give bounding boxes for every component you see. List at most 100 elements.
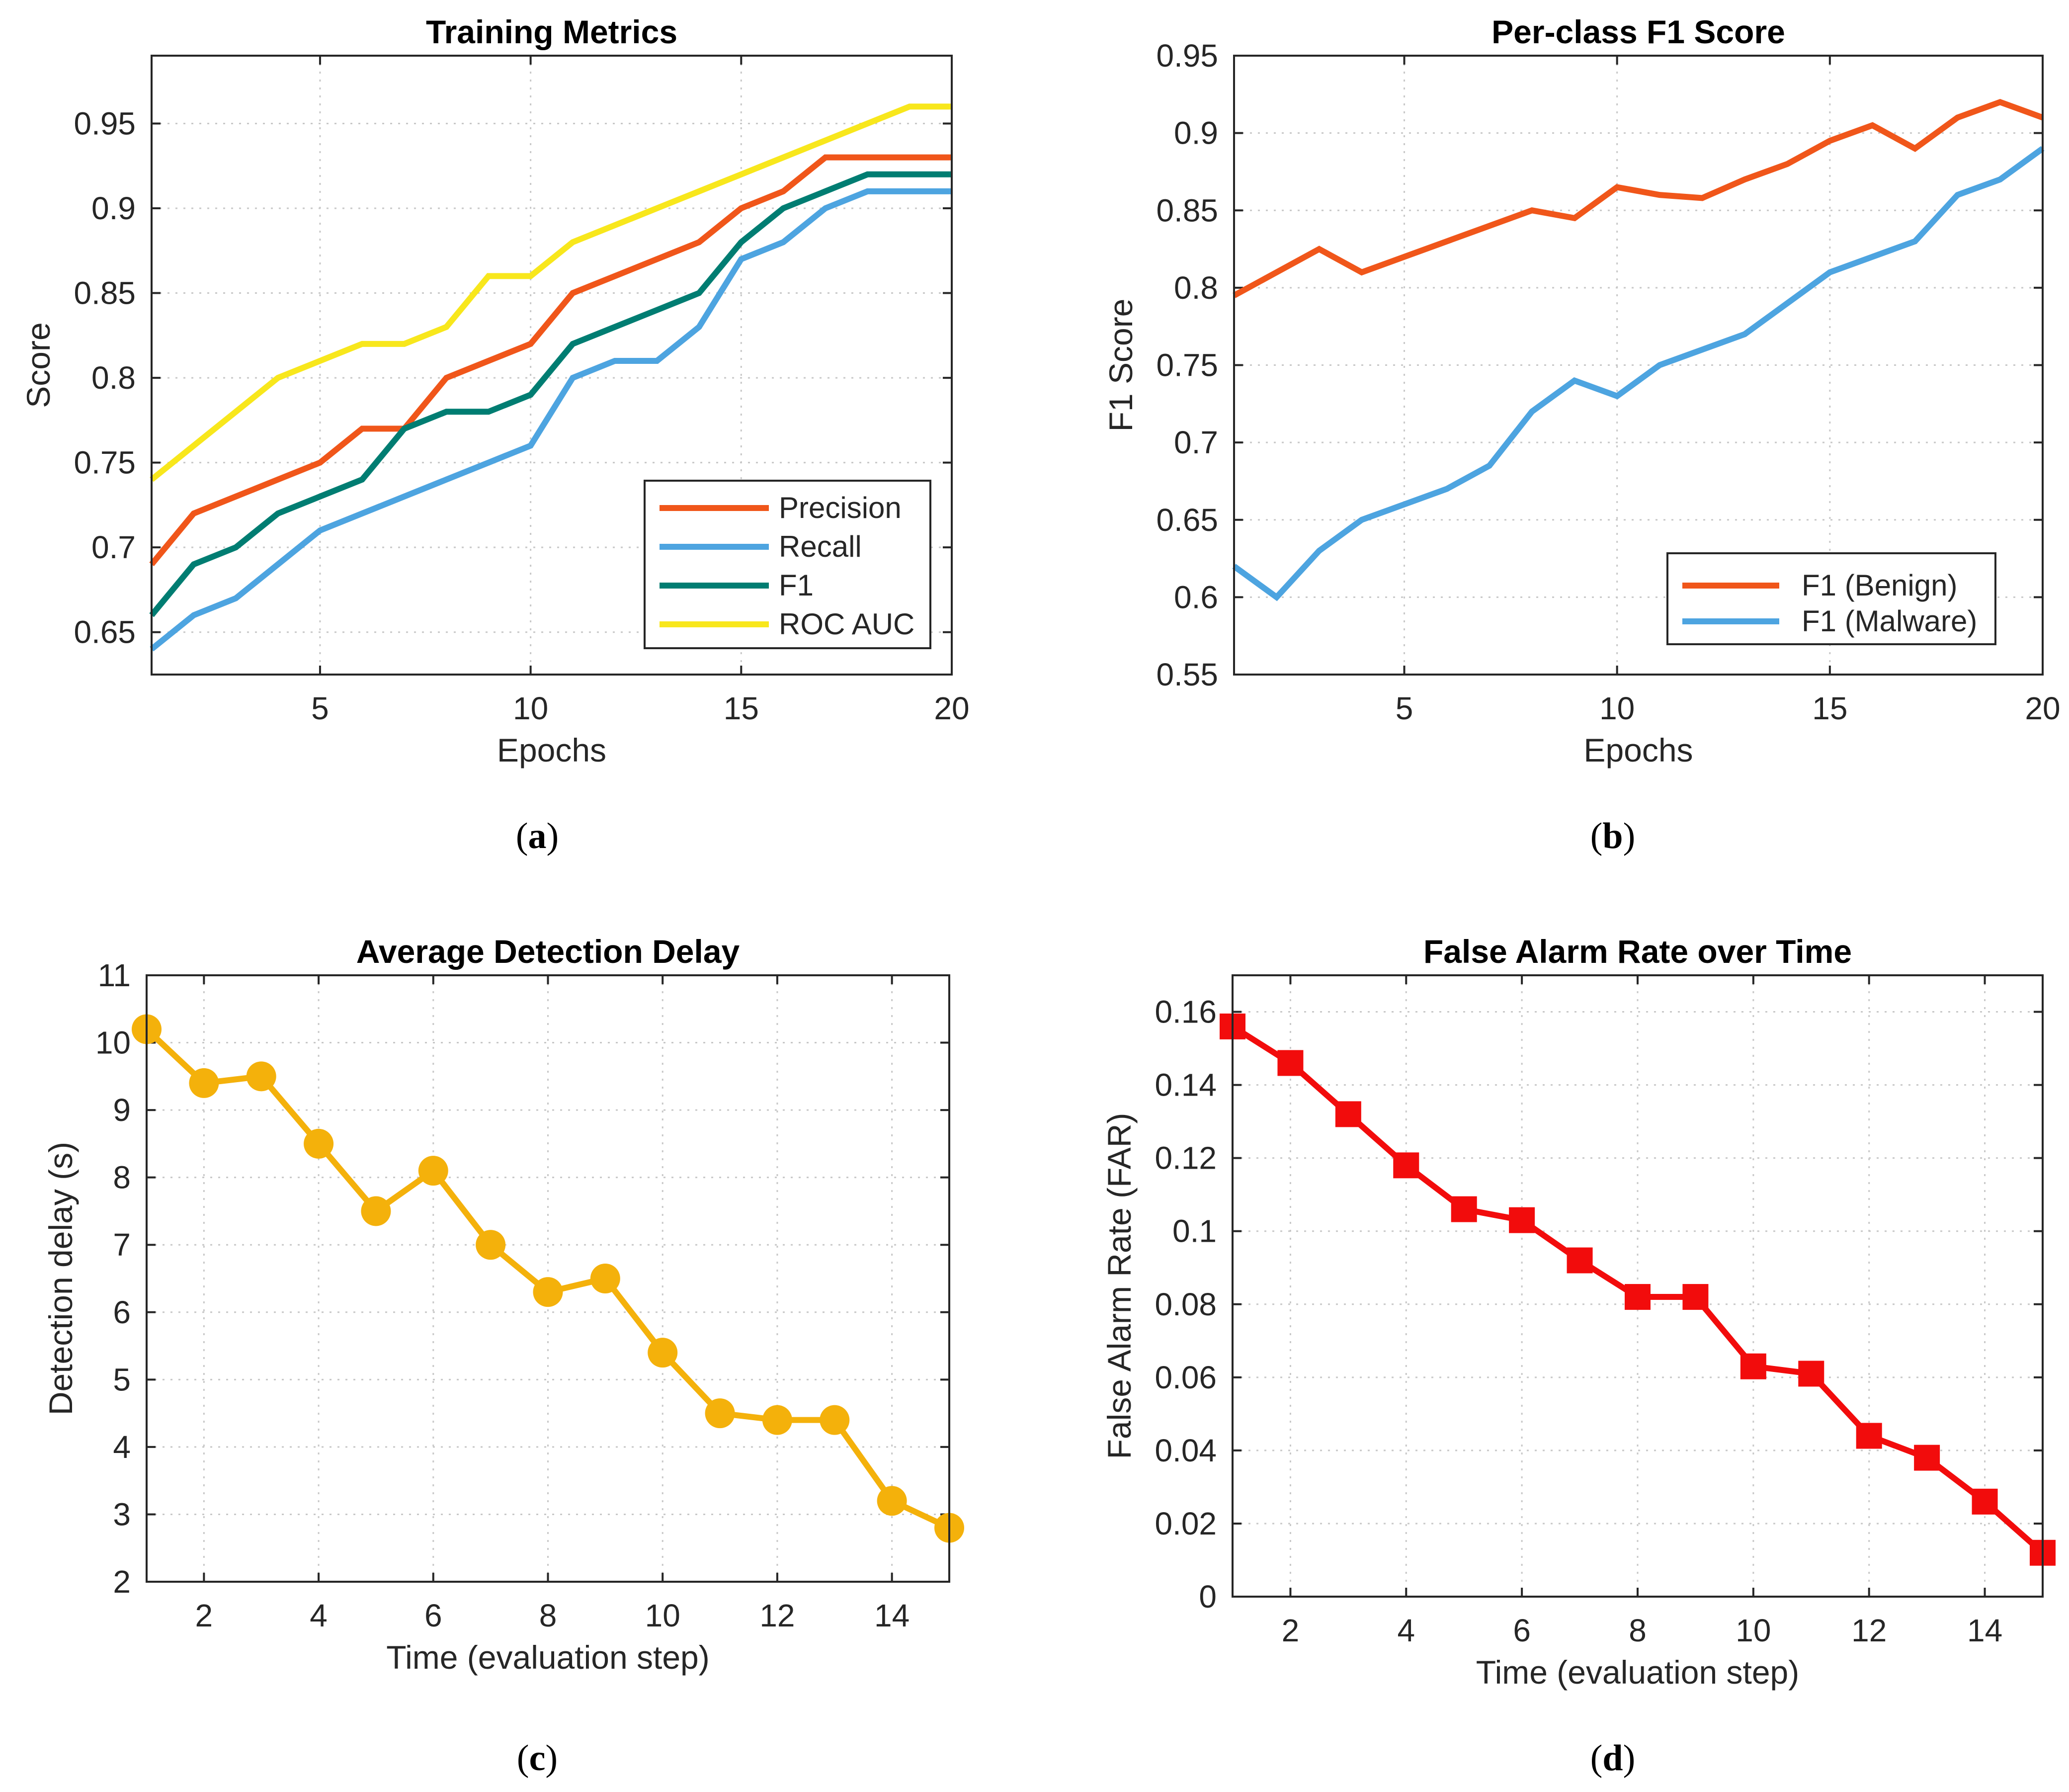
y-tick-label: 0.1 <box>1172 1213 1217 1249</box>
x-tick-label: 2 <box>1282 1613 1300 1648</box>
y-tick-label: 9 <box>113 1092 131 1128</box>
x-tick-label: 4 <box>1397 1613 1415 1648</box>
y-tick-label: 0.04 <box>1155 1433 1217 1468</box>
data-point <box>246 1061 276 1092</box>
y-tick-label: 0.16 <box>1155 994 1217 1030</box>
y-tick-label: 0.8 <box>91 360 136 396</box>
data-point <box>1335 1101 1361 1127</box>
data-point <box>1625 1284 1651 1310</box>
series-line-f1-benign- <box>1233 98 2044 298</box>
y-tick-label: 0.7 <box>91 529 136 565</box>
y-tick-label: 8 <box>113 1160 131 1195</box>
y-tick-label: 0.85 <box>74 275 136 311</box>
x-axis-label: Time (evaluation step) <box>1476 1654 1800 1691</box>
series-line-roc-auc <box>150 103 952 482</box>
series-line-precision <box>149 154 952 567</box>
x-tick-label: 2 <box>195 1598 213 1633</box>
y-tick-label: 0.06 <box>1155 1360 1217 1395</box>
x-tick-label: 5 <box>311 690 329 726</box>
axes-box <box>151 55 953 676</box>
data-point <box>820 1405 850 1435</box>
data-point <box>1914 1445 1940 1471</box>
legend: Precision Recall F1 ROC AUC <box>644 480 931 649</box>
y-tick-label: 0.9 <box>1174 115 1218 151</box>
legend-label: F1 (Malware) <box>1802 604 1977 638</box>
y-axis-label: F1 Score <box>1102 299 1139 432</box>
chart-title: Per-class F1 Score <box>1491 13 1785 50</box>
data-point <box>1393 1152 1419 1179</box>
data-point <box>1509 1207 1535 1233</box>
axes-box <box>1233 55 2044 676</box>
y-tick-label: 0.55 <box>1156 657 1218 692</box>
x-tick-label: 12 <box>759 1598 795 1633</box>
data-point <box>877 1486 907 1516</box>
y-tick-label: 2 <box>113 1564 131 1600</box>
caption-c: (c) <box>516 1738 558 1779</box>
legend-label: F1 <box>779 569 814 602</box>
axes-box <box>1232 974 2044 1598</box>
y-tick-label: 10 <box>95 1025 131 1061</box>
axes-box <box>146 974 950 1583</box>
y-tick-label: 0 <box>1199 1579 1217 1615</box>
chart-b: 5 10 15 20 0.55 0.6 0.65 0.7 0.75 0.8 0.85 0.9 0.95 P… <box>1102 13 2061 768</box>
x-tick-label: 10 <box>645 1598 680 1633</box>
x-tick-label: 14 <box>1967 1613 2002 1648</box>
y-axis-label: Score <box>20 322 57 408</box>
y-tick-label: 0.8 <box>1174 270 1218 306</box>
chart-a: 5 10 15 20 0.65 0.7 0.75 0.8 0.85 0.9 0.95 Training… <box>20 13 970 768</box>
x-axis-label: Epochs <box>497 732 606 768</box>
data-point <box>648 1338 678 1368</box>
x-tick-label: 5 <box>1396 690 1413 726</box>
x-tick-label: 10 <box>1599 690 1635 726</box>
data-point <box>304 1128 334 1159</box>
x-tick-label: 10 <box>1736 1613 1771 1648</box>
x-tick-label: 8 <box>1629 1613 1647 1648</box>
x-tick-label: 20 <box>934 690 969 726</box>
chart-d: 2 4 6 8 10 12 14 0 0.02 0.04 0.06 0.08 0.1 0.12 0.14 0.… <box>1101 933 2056 1691</box>
chart-title: Average Detection Delay <box>356 933 740 970</box>
legend-box <box>1666 552 1996 645</box>
y-tick-label: 0.75 <box>74 445 136 481</box>
data-point <box>533 1277 563 1307</box>
y-tick-label: 11 <box>98 957 131 993</box>
y-tick-label: 4 <box>113 1429 131 1465</box>
chart-title: False Alarm Rate over Time <box>1423 933 1852 970</box>
data-point <box>1972 1488 1998 1515</box>
data-point <box>476 1230 506 1260</box>
y-tick-label: 0.85 <box>1156 192 1218 228</box>
x-tick-label: 4 <box>310 1598 328 1633</box>
x-tick-label: 14 <box>874 1598 910 1633</box>
y-axis-label: False Alarm Rate (FAR) <box>1101 1113 1138 1459</box>
caption-d: (d) <box>1590 1738 1636 1779</box>
y-tick-label: 0.6 <box>1174 579 1218 615</box>
data-point <box>1798 1361 1824 1387</box>
y-tick-label: 6 <box>113 1294 131 1330</box>
legend: F1 (Benign)F1 (Malware) <box>1666 552 1996 645</box>
y-tick-label: 0.12 <box>1155 1140 1217 1176</box>
y-tick-label: 0.08 <box>1155 1286 1217 1322</box>
data-point <box>189 1068 219 1098</box>
data-point <box>1682 1284 1709 1310</box>
data-point <box>361 1196 391 1226</box>
data-point <box>1856 1423 1882 1449</box>
y-tick-label: 0.9 <box>91 190 136 226</box>
series-line-f1 <box>149 171 952 617</box>
data-point <box>1567 1247 1593 1274</box>
y-tick-label: 0.75 <box>1156 347 1218 383</box>
chart-title: Training Metrics <box>426 13 677 50</box>
data-point <box>762 1405 792 1435</box>
y-tick-label: 0.7 <box>1174 425 1218 460</box>
x-tick-label: 15 <box>724 690 759 726</box>
data-point <box>705 1398 735 1429</box>
legend-label: ROC AUC <box>779 607 914 641</box>
data-point <box>1740 1353 1766 1379</box>
x-tick-label: 6 <box>424 1598 442 1633</box>
x-tick-label: 10 <box>513 690 548 726</box>
y-tick-label: 0.02 <box>1155 1506 1217 1541</box>
y-tick-label: 0.14 <box>1155 1067 1217 1103</box>
y-tick-label: 7 <box>113 1227 131 1263</box>
y-tick-label: 0.65 <box>1156 502 1218 538</box>
x-tick-label: 15 <box>1812 690 1847 726</box>
y-tick-label: 5 <box>113 1362 131 1397</box>
